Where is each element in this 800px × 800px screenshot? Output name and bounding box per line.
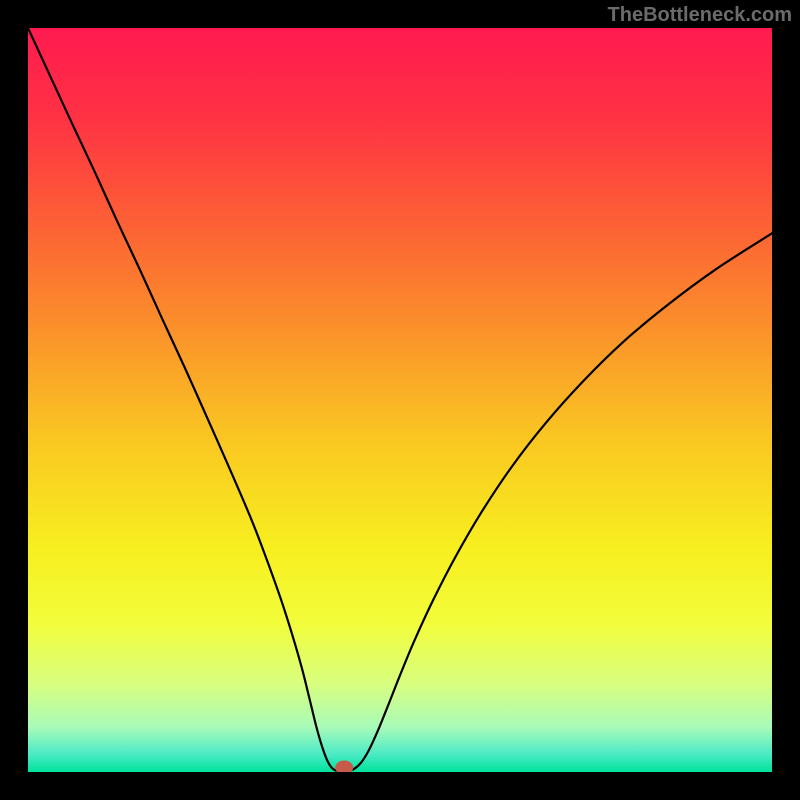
- watermark-text: TheBottleneck.com: [608, 4, 792, 27]
- gradient-background: [28, 28, 772, 772]
- bottleneck-chart: [28, 28, 772, 772]
